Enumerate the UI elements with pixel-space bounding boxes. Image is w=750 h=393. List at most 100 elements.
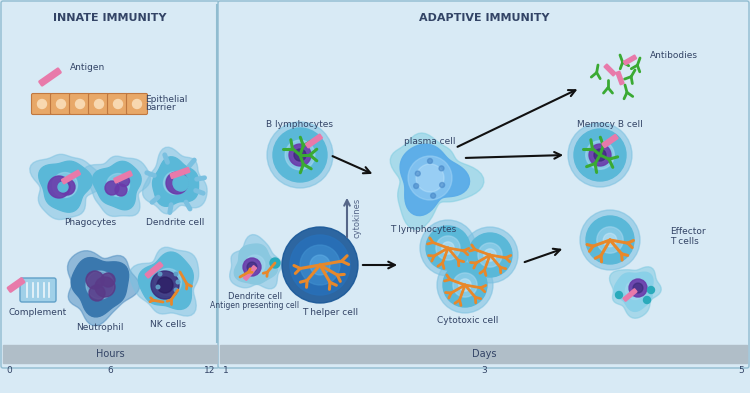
Circle shape (443, 263, 487, 307)
Circle shape (133, 99, 142, 108)
Text: T lymphocytes: T lymphocytes (390, 226, 456, 235)
Text: T cells: T cells (670, 237, 699, 246)
Circle shape (38, 99, 46, 108)
Circle shape (176, 280, 180, 284)
Text: Hours: Hours (96, 349, 124, 359)
Circle shape (158, 272, 162, 276)
Text: T helper cell: T helper cell (302, 308, 358, 317)
Circle shape (166, 172, 188, 194)
Circle shape (574, 129, 626, 181)
Circle shape (426, 226, 470, 270)
Circle shape (580, 210, 640, 270)
Polygon shape (142, 147, 207, 214)
Text: Cytotoxic cell: Cytotoxic cell (437, 316, 499, 325)
Text: Phagocytes: Phagocytes (64, 218, 116, 227)
Circle shape (59, 179, 75, 195)
Circle shape (157, 277, 173, 293)
FancyBboxPatch shape (70, 94, 91, 114)
Text: 12: 12 (203, 366, 215, 375)
Circle shape (267, 122, 333, 188)
Circle shape (442, 242, 454, 254)
Circle shape (174, 288, 178, 292)
Circle shape (468, 233, 512, 277)
Text: ADAPTIVE IMMUNITY: ADAPTIVE IMMUNITY (419, 13, 549, 23)
Circle shape (294, 149, 306, 161)
FancyBboxPatch shape (243, 265, 257, 281)
Text: cytokines: cytokines (352, 198, 361, 238)
Polygon shape (30, 154, 104, 220)
FancyBboxPatch shape (88, 94, 110, 114)
Circle shape (586, 141, 614, 169)
Circle shape (115, 184, 127, 196)
Text: Antigen presenting cell: Antigen presenting cell (211, 301, 299, 310)
Text: 6: 6 (107, 366, 112, 375)
Circle shape (597, 227, 623, 253)
Text: Memocy B cell: Memocy B cell (578, 120, 643, 129)
Circle shape (647, 286, 655, 294)
Text: Dendrite cell: Dendrite cell (228, 292, 282, 301)
Circle shape (592, 148, 608, 162)
FancyBboxPatch shape (127, 94, 148, 114)
FancyBboxPatch shape (113, 170, 133, 184)
Polygon shape (230, 235, 281, 289)
Text: 5: 5 (738, 366, 744, 375)
Text: plasma cell: plasma cell (404, 137, 456, 146)
FancyBboxPatch shape (50, 94, 71, 114)
FancyBboxPatch shape (107, 94, 128, 114)
Polygon shape (610, 267, 662, 318)
Text: barrier: barrier (145, 103, 176, 112)
Circle shape (416, 171, 420, 176)
Polygon shape (82, 156, 151, 217)
Polygon shape (93, 161, 141, 210)
Circle shape (94, 99, 104, 108)
Text: NK cells: NK cells (150, 320, 186, 329)
Text: Epithelial: Epithelial (145, 94, 188, 103)
Circle shape (440, 182, 445, 187)
Circle shape (106, 173, 130, 196)
Text: Dendrite cell: Dendrite cell (146, 218, 204, 227)
Circle shape (289, 144, 311, 166)
Text: 3: 3 (482, 366, 487, 375)
Circle shape (427, 158, 433, 163)
Circle shape (151, 271, 179, 299)
Circle shape (285, 140, 315, 170)
Text: INNATE IMMUNITY: INNATE IMMUNITY (53, 13, 166, 23)
Circle shape (86, 271, 104, 289)
Circle shape (270, 258, 280, 268)
Circle shape (56, 99, 65, 108)
FancyBboxPatch shape (61, 169, 81, 184)
Polygon shape (130, 247, 199, 316)
Circle shape (439, 166, 444, 171)
Circle shape (164, 171, 187, 195)
Circle shape (310, 255, 330, 275)
FancyBboxPatch shape (622, 55, 638, 66)
Circle shape (586, 216, 634, 264)
Circle shape (118, 176, 130, 187)
Text: 1: 1 (223, 366, 229, 375)
Polygon shape (68, 251, 140, 326)
Circle shape (105, 181, 119, 195)
Circle shape (616, 292, 622, 299)
Circle shape (173, 175, 189, 191)
Circle shape (594, 149, 606, 161)
Circle shape (76, 99, 85, 108)
Text: 0: 0 (6, 366, 12, 375)
Circle shape (156, 285, 160, 289)
Circle shape (89, 285, 105, 301)
Circle shape (589, 144, 611, 166)
FancyBboxPatch shape (170, 167, 190, 179)
Circle shape (290, 235, 350, 295)
Polygon shape (138, 252, 194, 309)
Text: Neutrophil: Neutrophil (76, 323, 124, 332)
Circle shape (101, 273, 115, 287)
FancyBboxPatch shape (145, 261, 164, 279)
Circle shape (292, 147, 308, 163)
Circle shape (436, 236, 460, 260)
Circle shape (154, 268, 182, 296)
Circle shape (414, 184, 419, 189)
Text: Complement: Complement (9, 308, 68, 317)
FancyBboxPatch shape (7, 277, 26, 293)
FancyBboxPatch shape (20, 278, 56, 302)
Bar (220, 345, 747, 363)
FancyBboxPatch shape (38, 67, 62, 86)
